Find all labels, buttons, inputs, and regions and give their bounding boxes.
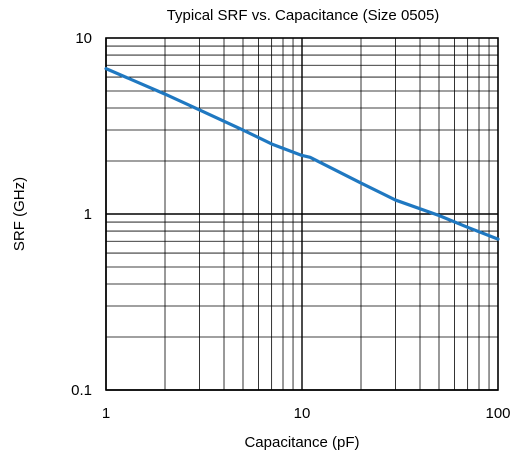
series-layer: [104, 67, 500, 241]
y-tick-label: 1: [84, 206, 92, 223]
x-tick-label: 1: [102, 405, 110, 422]
x-tick-label: 10: [294, 405, 311, 422]
y-tick-labels: 0.1 1 10: [71, 30, 92, 399]
x-axis-label: Capacitance (pF): [244, 434, 359, 451]
chart-title: Typical SRF vs. Capacitance (Size 0505): [167, 7, 440, 24]
plot-frame: [105, 37, 499, 391]
y-tick-label: 10: [75, 30, 92, 47]
x-tick-label: 100: [485, 405, 510, 422]
y-axis-label: SRF (GHz): [11, 177, 28, 251]
series-line: [104, 67, 500, 241]
y-tick-label: 0.1: [71, 382, 92, 399]
x-tick-labels: 1 10 100: [102, 405, 511, 422]
